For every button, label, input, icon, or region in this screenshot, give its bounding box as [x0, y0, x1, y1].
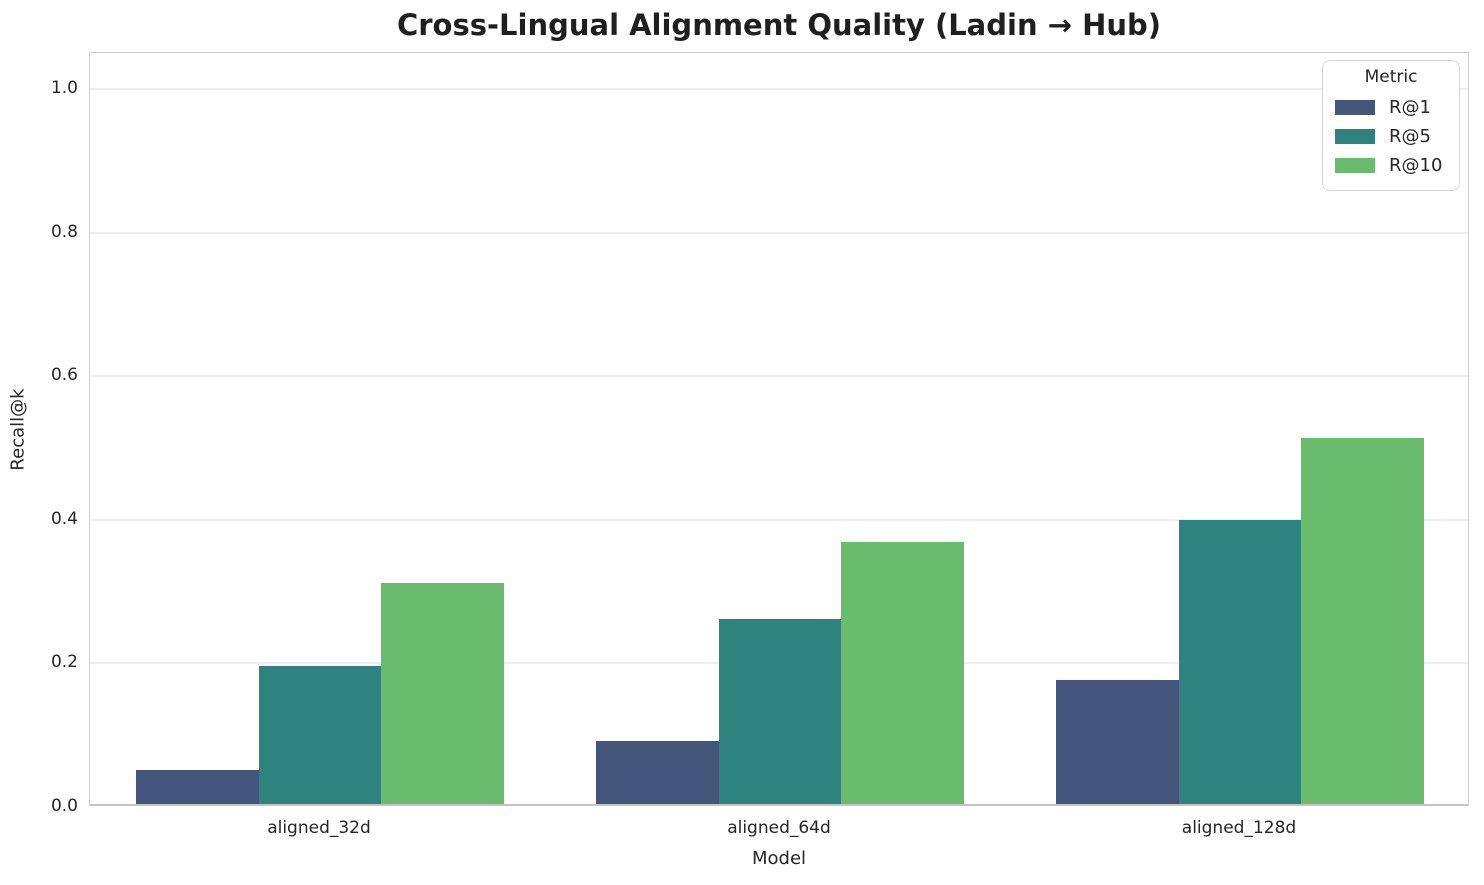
legend-swatch-icon	[1335, 158, 1375, 173]
y-tick-label: 0.2	[50, 652, 78, 673]
x-tick-label: aligned_32d	[267, 818, 371, 838]
legend-entry-R@5: R@5	[1333, 122, 1449, 151]
y-tick-label: 0.6	[50, 365, 78, 386]
bar-aligned_64d-R@10	[841, 541, 964, 804]
gridline	[90, 518, 1468, 521]
y-tick-label: 0.4	[50, 508, 78, 529]
legend-swatch-icon	[1335, 129, 1375, 144]
legend-swatch-icon	[1335, 100, 1375, 115]
bar-aligned_128d-R@10	[1301, 437, 1424, 804]
legend-title: Metric	[1364, 67, 1418, 87]
legend-rows: R@1 R@5 R@10	[1333, 93, 1449, 180]
x-tick-label: aligned_128d	[1181, 818, 1297, 838]
chart-title: Cross-Lingual Alignment Quality (Ladin →…	[396, 8, 1162, 42]
legend-label: R@10	[1389, 155, 1443, 176]
legend-label: R@1	[1389, 97, 1431, 118]
y-tick-label: 0.0	[50, 796, 78, 816]
legend-entry-R@1: R@1	[1333, 93, 1449, 122]
x-axis-label: Model	[751, 848, 807, 869]
bar-aligned_128d-R@1	[1056, 679, 1179, 804]
plot-area	[89, 52, 1469, 806]
legend-entry-R@10: R@10	[1333, 151, 1449, 180]
x-tick-label: aligned_64d	[727, 818, 831, 838]
bar-aligned_128d-R@5	[1178, 520, 1302, 804]
legend-box: Metric R@1 R@5 R@10	[1322, 60, 1460, 191]
bar-aligned_32d-R@10	[381, 582, 504, 804]
bar-aligned_32d-R@1	[136, 770, 259, 804]
legend-label: R@5	[1389, 126, 1431, 147]
y-tick-label: 1.0	[50, 77, 78, 98]
gridline	[90, 375, 1468, 378]
y-tick-label: 0.8	[50, 221, 78, 242]
gridline	[90, 87, 1468, 90]
bar-aligned_64d-R@5	[718, 618, 842, 804]
bar-aligned_64d-R@1	[596, 740, 719, 804]
bar-aligned_32d-R@5	[258, 666, 382, 804]
gridline	[90, 231, 1468, 234]
